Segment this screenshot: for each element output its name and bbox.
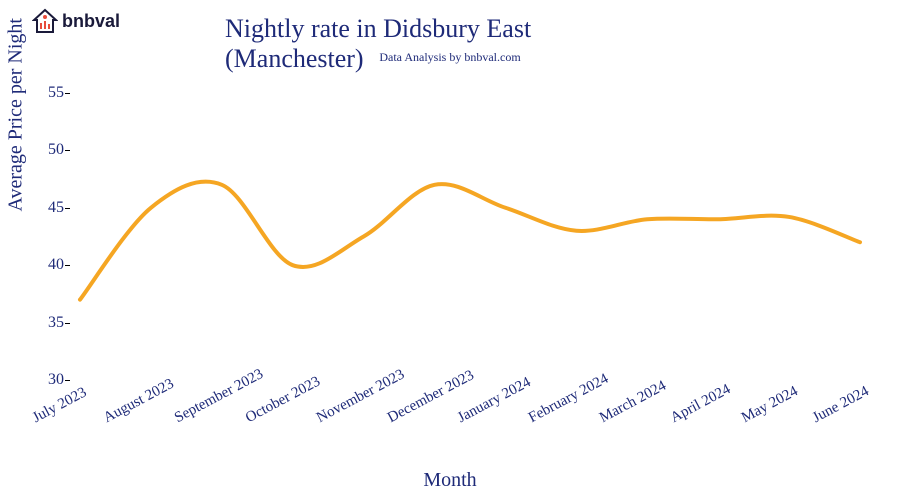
y-axis-label: Average Price per Night <box>5 18 28 211</box>
x-tick-label: May 2024 <box>739 383 801 427</box>
chart-subtitle: Data Analysis by bnbval.com <box>379 50 520 65</box>
x-tick-label: July 2023 <box>30 384 90 427</box>
y-tick-mark <box>65 380 70 381</box>
y-tick-label: 35 <box>48 314 64 332</box>
x-axis-label: Month <box>423 469 476 492</box>
y-tick-label: 50 <box>48 141 64 159</box>
y-tick-label: 40 <box>48 256 64 274</box>
logo: bnbval <box>32 8 120 34</box>
y-tick-label: 55 <box>48 84 64 102</box>
y-tick-label: 45 <box>48 199 64 217</box>
y-tick-mark <box>65 150 70 151</box>
y-tick-mark <box>65 323 70 324</box>
y-tick-mark <box>65 208 70 209</box>
y-tick-mark <box>65 93 70 94</box>
x-tick-label: June 2024 <box>810 383 872 427</box>
house-icon <box>32 8 58 34</box>
x-tick-label: August 2023 <box>101 376 177 427</box>
y-tick-label: 30 <box>48 371 64 389</box>
line-chart-svg <box>70 70 880 380</box>
logo-text: bnbval <box>62 11 120 32</box>
x-tick-label: April 2024 <box>668 381 734 427</box>
y-tick-mark <box>65 265 70 266</box>
chart-area: 303540455055July 2023August 2023Septembe… <box>70 70 880 380</box>
chart-title: Nightly rate in Didsbury East (Mancheste… <box>225 14 675 74</box>
